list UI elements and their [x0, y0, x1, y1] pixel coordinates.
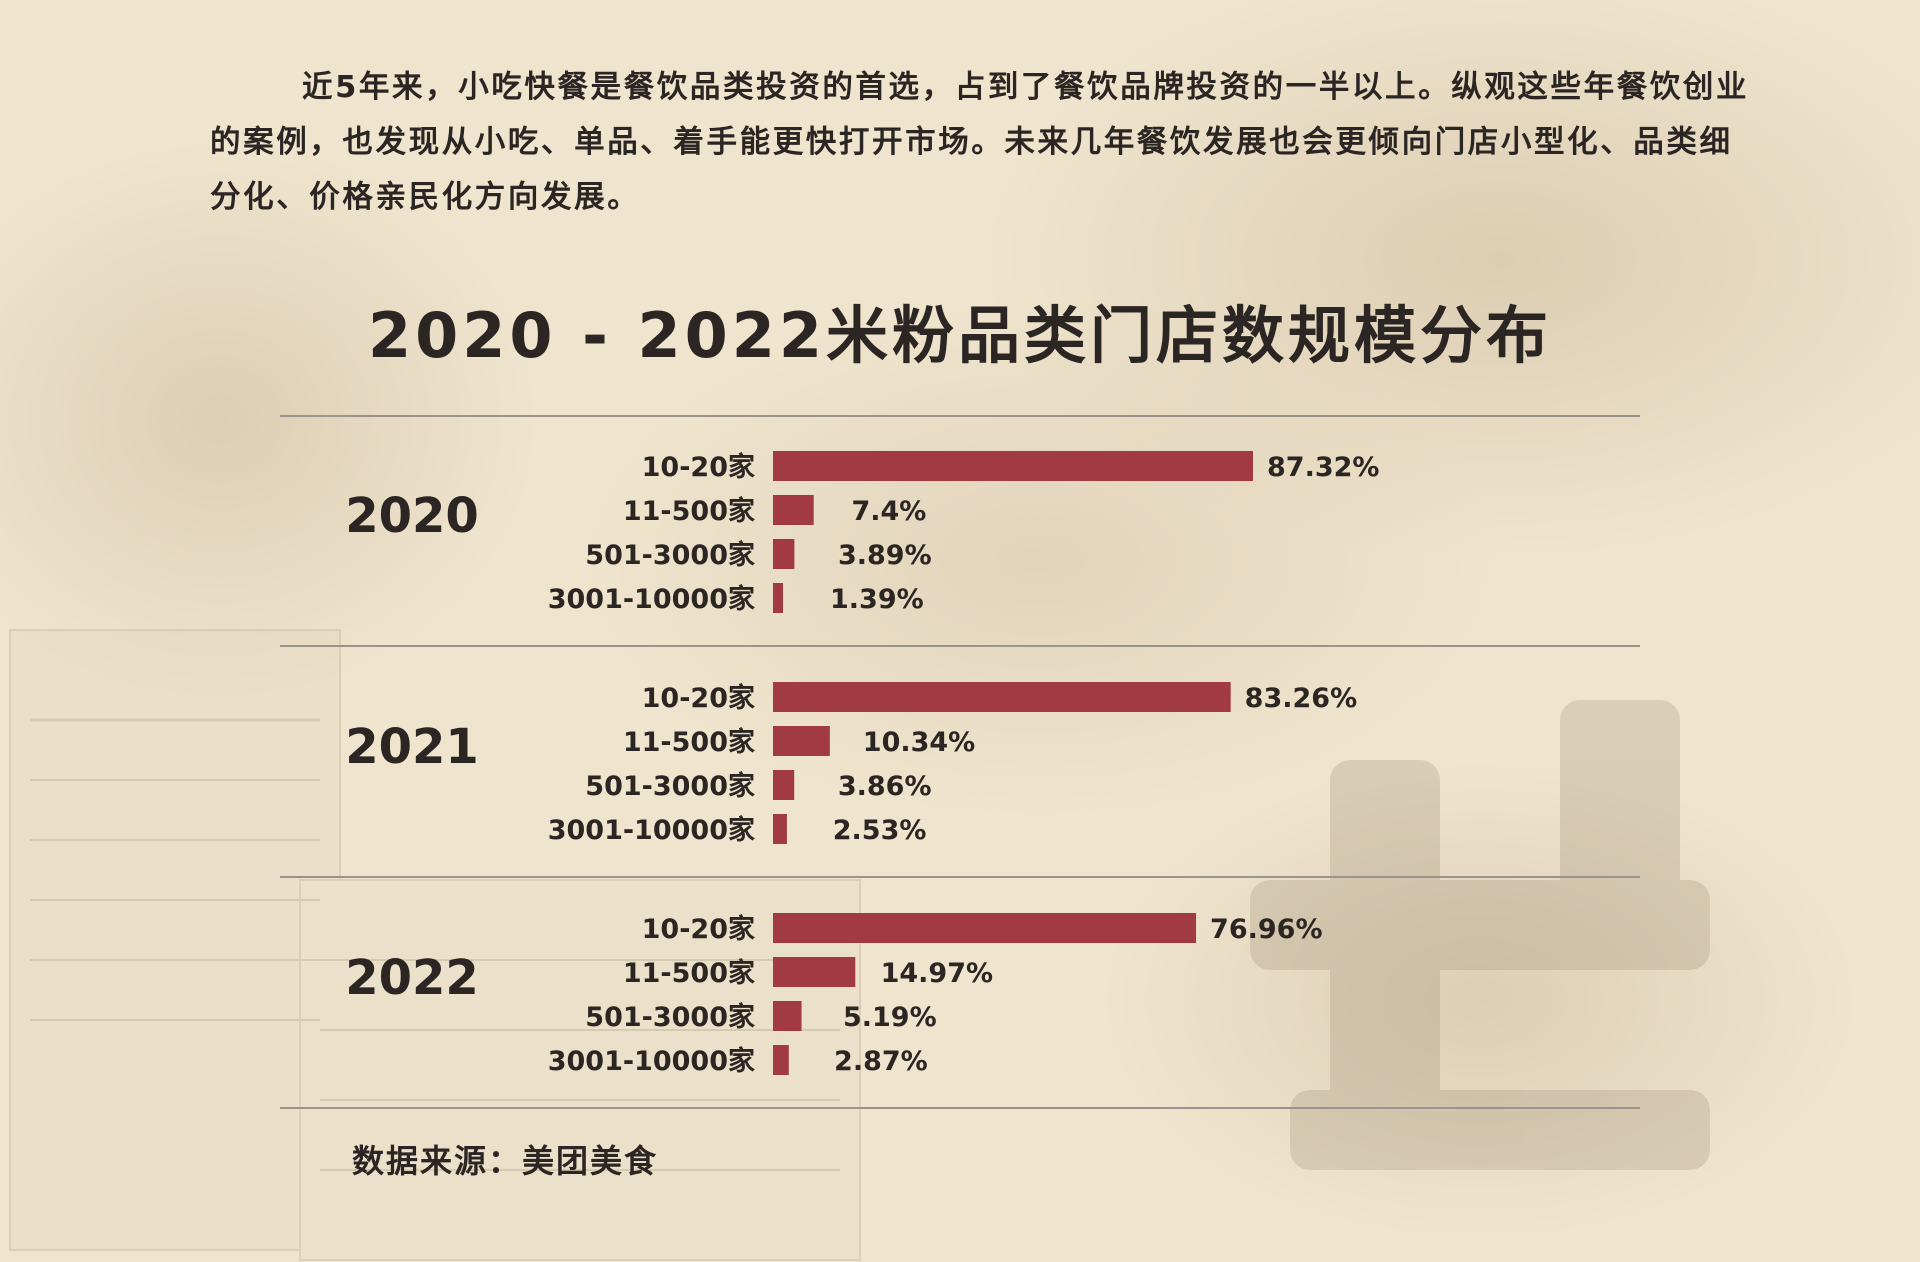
category-label: 501-3000家: [585, 770, 755, 802]
category-label: 501-3000家: [585, 1001, 755, 1033]
bar-2020-2: [773, 495, 814, 525]
category-label: 11-500家: [623, 726, 755, 758]
value-label: 2.87%: [834, 1046, 928, 1077]
category-label: 3001-10000家: [548, 583, 755, 615]
chart-title: 2020 - 2022米粉品类门店数规模分布: [367, 299, 1553, 372]
category-label: 3001-10000家: [548, 1045, 755, 1077]
year-label-2020: 2020: [345, 488, 479, 544]
calligraphy-watermark: [1250, 700, 1710, 1170]
value-label: 87.32%: [1267, 452, 1379, 483]
bar-2022-2: [773, 957, 856, 987]
value-label: 14.97%: [881, 958, 993, 989]
year-label-2021: 2021: [345, 719, 479, 775]
data-source-note: 数据来源：美团美食: [352, 1142, 659, 1180]
bar-2020-3: [773, 539, 795, 569]
category-label: 3001-10000家: [548, 814, 755, 846]
value-label: 3.86%: [838, 771, 932, 802]
bar-2022-3: [773, 1001, 802, 1031]
bar-2021-3: [773, 770, 795, 800]
intro-paragraph: 近5年来，小吃快餐是餐饮品类投资的首选，占到了餐饮品牌投资的一半以上。纵观这些年…: [210, 70, 1750, 215]
value-label: 3.89%: [838, 540, 932, 571]
value-label: 10.34%: [863, 727, 975, 758]
category-label: 11-500家: [623, 495, 755, 527]
value-label: 83.26%: [1245, 683, 1357, 714]
category-label: 11-500家: [623, 957, 755, 989]
value-label: 7.4%: [851, 496, 926, 527]
bar-2020-4: [773, 583, 783, 613]
bar-2022-1: [773, 913, 1197, 943]
newspaper-backdrop: [9, 629, 861, 1261]
value-label: 2.53%: [833, 815, 927, 846]
value-label: 1.39%: [830, 584, 924, 615]
year-label-2022: 2022: [345, 950, 479, 1006]
bar-2021-2: [773, 726, 830, 756]
value-label: 5.19%: [843, 1002, 937, 1033]
category-label: 10-20家: [642, 451, 755, 483]
category-label: 501-3000家: [585, 539, 755, 571]
category-label: 10-20家: [642, 913, 755, 945]
bar-2021-1: [773, 682, 1231, 712]
value-label: 76.96%: [1210, 914, 1322, 945]
bar-2020-1: [773, 451, 1253, 481]
category-label: 10-20家: [642, 682, 755, 714]
bar-2022-4: [773, 1045, 789, 1075]
bar-2021-4: [773, 814, 787, 844]
